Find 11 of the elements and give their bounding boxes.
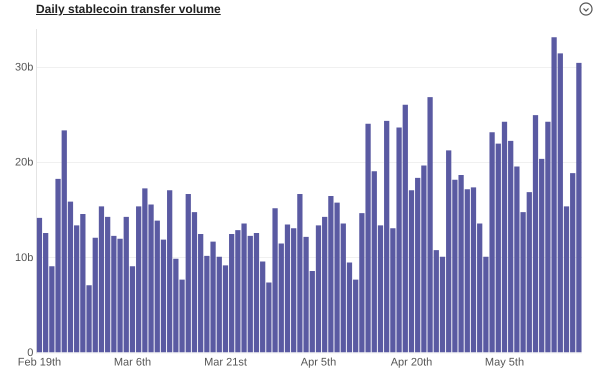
x-tick-label: Mar 6th: [114, 356, 152, 368]
x-tick-label: Apr 20th: [390, 356, 432, 368]
x-tick-label: Apr 5th: [300, 356, 336, 368]
x-tick-label: Mar 21st: [204, 356, 247, 368]
x-tick-label: May 5th: [484, 356, 524, 368]
x-tick-label: Feb 19th: [18, 356, 62, 368]
chart-title: Daily stablecoin transfer volume: [36, 2, 221, 16]
y-tick-label: 30b: [14, 62, 34, 74]
y-tick-label: 20b: [14, 156, 34, 169]
y-tick-label: 0: [27, 346, 34, 359]
y-tick-label: 10b: [14, 252, 34, 264]
